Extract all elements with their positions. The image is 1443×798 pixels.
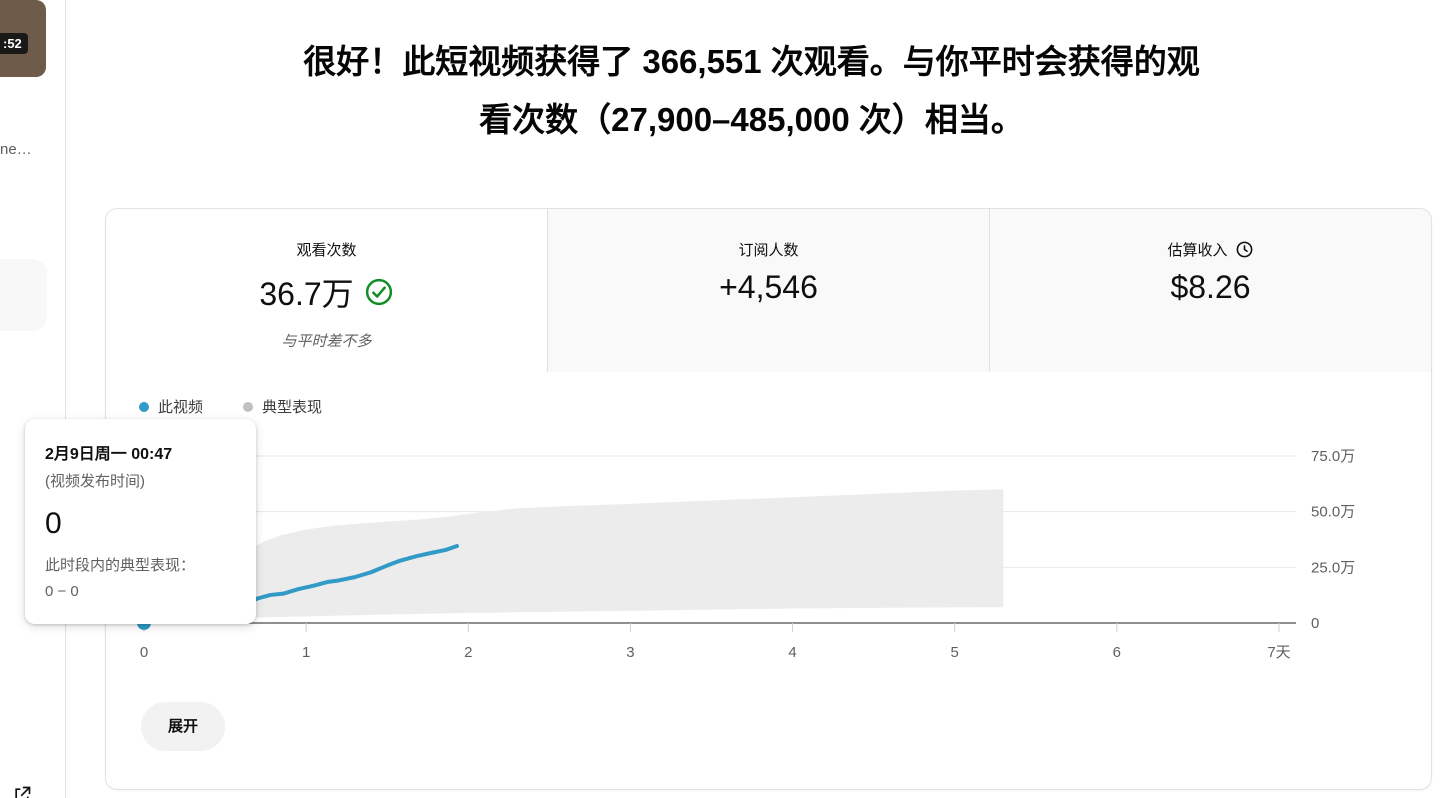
tab-revenue-value: $8.26	[1170, 269, 1251, 305]
chart-tooltip: 2月9日周一 00:47 (视频发布时间) 0 此时段内的典型表现： 0 − 0	[25, 419, 256, 624]
video-thumbnail[interactable]: :52	[0, 0, 46, 77]
sidebar: :52 ne…	[0, 0, 65, 798]
metric-tabs: 观看次数 36.7万 与平时差不多 订阅人数 +4,546 估算收入	[106, 209, 1431, 372]
y-tick-label: 50.0万	[1311, 504, 1355, 521]
tooltip-publish-note: (视频发布时间)	[45, 473, 145, 490]
legend-dot-icon	[139, 401, 149, 412]
sidebar-panel-fragment	[0, 259, 47, 331]
x-tick-label: 2	[464, 644, 472, 661]
open-in-new-icon[interactable]	[12, 785, 32, 798]
video-duration-badge: :52	[0, 33, 28, 54]
tab-revenue-label: 估算收入	[1167, 242, 1228, 259]
chart-plot-area[interactable]: 0 1 2 3 4 5 6 7天 0 25.0万 50.0万 75.0万	[106, 431, 1432, 681]
tab-views-label: 观看次数	[296, 242, 357, 259]
tab-views-subtitle: 与平时差不多	[281, 333, 372, 350]
legend-item-0[interactable]: 此视频	[139, 396, 203, 417]
tab-views-value: 36.7万	[259, 276, 354, 312]
analytics-card: 观看次数 36.7万 与平时差不多 订阅人数 +4,546 估算收入	[105, 208, 1432, 790]
tab-views[interactable]: 观看次数 36.7万 与平时差不多	[106, 209, 547, 372]
sidebar-divider	[65, 0, 66, 798]
x-tick-label: 4	[788, 644, 796, 661]
clock-icon	[1235, 240, 1254, 259]
x-tick-label: 1	[302, 644, 310, 661]
tab-subscribers-label: 订阅人数	[738, 242, 799, 259]
x-tick-label: 7天	[1267, 644, 1290, 661]
headline-line-1: 很好！此短视频获得了 366,551 次观看。与你平时会获得的观	[303, 43, 1200, 80]
x-tick-label: 5	[951, 644, 959, 661]
views-chart: 此视频 典型表现 0 1 2 3 4 5 6 7天 0 25.0万 50.0万 75.0万	[106, 372, 1431, 702]
legend-label: 此视频	[158, 399, 204, 416]
x-tick-label: 3	[626, 644, 634, 661]
tab-revenue[interactable]: 估算收入 $8.26	[989, 209, 1431, 372]
y-tick-label: 0	[1311, 615, 1319, 632]
tooltip-date: 2月9日周一 00:47	[45, 446, 173, 463]
y-tick-label: 25.0万	[1311, 559, 1355, 576]
chart-legend: 此视频 典型表现	[139, 396, 322, 417]
headline-line-2: 看次数（27,900–485,000 次）相当。	[479, 101, 1024, 138]
video-title-truncated: ne…	[0, 141, 32, 158]
x-tick-label: 6	[1113, 644, 1121, 661]
check-circle-icon	[364, 277, 394, 307]
tooltip-value: 0	[45, 507, 62, 540]
typical-performance-band	[144, 489, 1004, 623]
expand-button[interactable]: 展开	[141, 702, 226, 751]
tab-subscribers[interactable]: 订阅人数 +4,546	[547, 209, 989, 372]
tooltip-typical-label: 此时段内的典型表现：	[45, 557, 196, 574]
x-tick-label: 0	[140, 644, 148, 661]
legend-dot-icon	[243, 401, 254, 412]
tooltip-typical-range: 0 − 0	[45, 583, 79, 600]
y-tick-label: 75.0万	[1311, 448, 1355, 465]
performance-headline: 很好！此短视频获得了 366,551 次观看。与你平时会获得的观 看次数（27,…	[90, 33, 1413, 149]
tab-subscribers-value: +4,546	[719, 269, 818, 305]
legend-item-1[interactable]: 典型表现	[243, 396, 322, 417]
legend-label: 典型表现	[262, 399, 323, 416]
